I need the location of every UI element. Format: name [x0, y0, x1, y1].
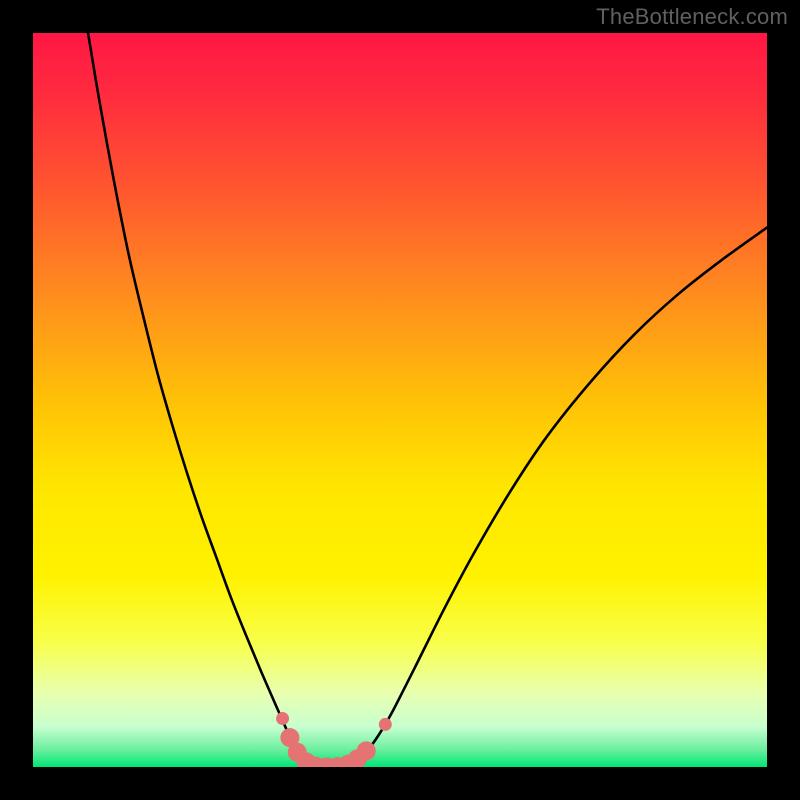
plot-area: [33, 33, 767, 767]
bottleneck-curve-chart: [33, 33, 767, 767]
curve-marker: [379, 718, 392, 731]
curve-marker: [357, 741, 376, 760]
watermark-text: TheBottleneck.com: [596, 4, 788, 30]
curve-marker: [276, 712, 289, 725]
chart-frame: TheBottleneck.com: [0, 0, 800, 800]
chart-background: [33, 33, 767, 767]
